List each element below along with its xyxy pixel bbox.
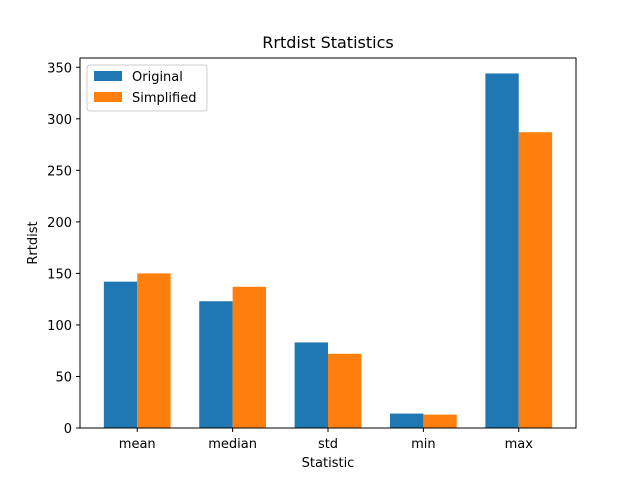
y-axis-ticks: 0 50 100 150 200 250 300 350 xyxy=(47,61,80,437)
legend-swatch-original xyxy=(94,71,122,81)
x-tick-label-mean: mean xyxy=(119,437,156,452)
bar-original-mean xyxy=(103,281,138,428)
x-axis-ticks: mean median std min max xyxy=(119,428,533,452)
bar-original-min xyxy=(390,413,424,428)
y-axis-label: Rrtdist xyxy=(26,221,41,264)
legend: Original Simplified xyxy=(86,64,208,112)
bars-layer xyxy=(103,73,553,429)
bar-original-median xyxy=(199,301,233,428)
bar-simplified-median xyxy=(232,286,266,428)
bar-original-std xyxy=(294,342,328,428)
legend-swatch-simplified xyxy=(94,92,122,102)
y-tick-label-350: 350 xyxy=(47,61,72,76)
y-tick-label-200: 200 xyxy=(47,216,72,231)
x-tick-label-median: median xyxy=(208,437,257,452)
x-tick-label-max: max xyxy=(505,437,534,452)
bar-simplified-min xyxy=(423,414,457,428)
bar-simplified-std xyxy=(328,353,362,428)
legend-label-simplified: Simplified xyxy=(132,91,196,106)
x-tick-label-min: min xyxy=(411,437,436,452)
y-tick-label-50: 50 xyxy=(55,370,72,385)
y-tick-label-250: 250 xyxy=(47,164,72,179)
chart-title: Rrtdist Statistics xyxy=(262,33,393,52)
x-tick-label-std: std xyxy=(318,437,338,452)
x-axis-label: Statistic xyxy=(302,456,355,471)
bar-simplified-max xyxy=(518,132,553,428)
y-tick-label-100: 100 xyxy=(47,319,72,334)
y-tick-label-0: 0 xyxy=(64,422,72,437)
y-tick-label-300: 300 xyxy=(47,113,72,128)
legend-label-original: Original xyxy=(132,70,183,85)
bar-simplified-mean xyxy=(137,273,171,428)
y-tick-label-150: 150 xyxy=(47,267,72,282)
bar-original-max xyxy=(485,73,519,429)
